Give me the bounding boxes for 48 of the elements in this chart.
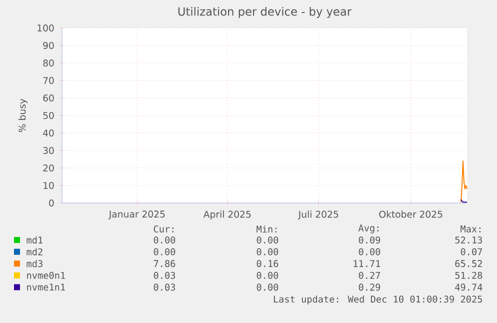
text: 51.28 — [455, 272, 482, 279]
y-tick-label: 70 — [43, 76, 54, 84]
text: 0.00 — [154, 236, 176, 244]
text: Last update: Wed Dec 10 01:00:39 2025 — [274, 295, 482, 305]
text: 11.71 — [354, 260, 380, 267]
x-tick-label: April 2025 — [203, 210, 251, 220]
y-tick-label: 30 — [43, 146, 54, 154]
x-tick-label: Januar 2025 — [108, 210, 165, 220]
y-tick-label: 60 — [43, 94, 54, 102]
text: 0.27 — [358, 272, 380, 279]
legend-label: nvme0n1 — [27, 272, 65, 279]
y-tick-label: 20 — [43, 164, 54, 172]
text: 0.00 — [256, 272, 278, 279]
text: 0.16 — [256, 260, 278, 268]
text: Min: — [256, 225, 276, 233]
text: 0.03 — [154, 284, 176, 291]
legend-label: md3 — [26, 260, 42, 268]
text: 0.29 — [358, 284, 380, 291]
y-tick-label: 90 — [43, 42, 54, 50]
text: 0.00 — [256, 248, 278, 256]
text: 52.13 — [455, 236, 482, 244]
legend-label: md2 — [26, 248, 42, 256]
text: 7.86 — [154, 260, 176, 268]
text: 0.07 — [460, 248, 482, 256]
line-series — [460, 160, 468, 203]
text: Max: — [460, 226, 480, 232]
text: Cur: — [154, 225, 174, 233]
legend-label: md1 — [26, 236, 42, 244]
text: 0.09 — [358, 236, 380, 244]
chart-title: Utilization per device - by year — [178, 6, 352, 18]
x-tick-label: Oktober 2025 — [379, 210, 442, 218]
y-tick-label: 50 — [43, 112, 54, 120]
text: 65.52 — [455, 260, 482, 268]
text: 0.00 — [154, 248, 176, 256]
text: 0.00 — [358, 248, 380, 256]
y-tick-label: 0 — [49, 199, 54, 207]
y-tick-label: 100 — [38, 24, 54, 32]
text: Avg: — [358, 224, 378, 234]
x-tick-label: Juli 2025 — [298, 210, 338, 220]
y-tick-label: 80 — [43, 59, 54, 67]
y-tick-label: 10 — [44, 182, 54, 190]
text: 0.03 — [154, 272, 176, 279]
y-axis-title: % busy — [18, 98, 28, 132]
text: 49.74 — [455, 284, 482, 291]
text: 0.00 — [256, 284, 278, 291]
y-tick-label: 40 — [43, 129, 54, 137]
text: 0.00 — [256, 236, 278, 244]
legend-label: nvme1n1 — [27, 284, 65, 291]
